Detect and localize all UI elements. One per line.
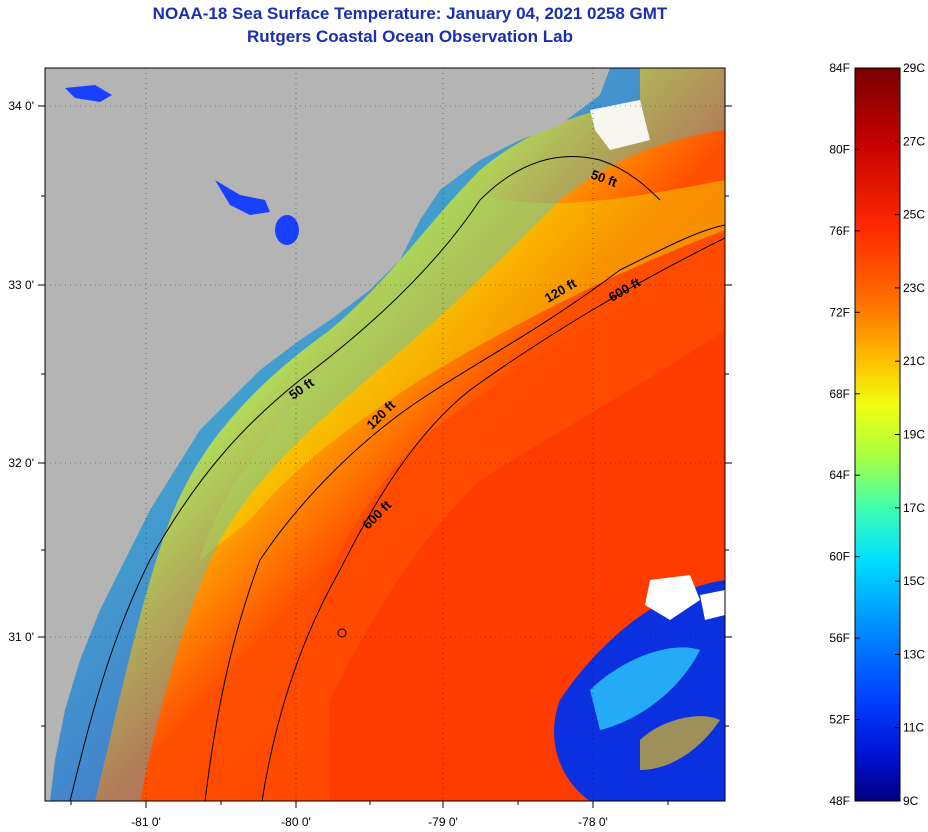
colorbar-c-label: 23C [903, 281, 925, 295]
colorbar-ticks [855, 67, 900, 802]
lat-tick-label: 32 0' [8, 456, 34, 470]
colorbar-c-label: 17C [903, 501, 925, 515]
contour-600ft [261, 237, 725, 801]
colorbar-c-label: 11C [903, 721, 924, 735]
colorbar-f-label: 60F [829, 550, 850, 564]
colorbar-c-label: 9C [903, 794, 919, 808]
lat-tick-label: 33 0' [8, 278, 34, 292]
colorbar-c-label: 19C [903, 428, 925, 442]
colorbar-f-label: 84F [829, 61, 850, 75]
lon-tick-label: -81 0' [131, 815, 161, 829]
colorbar-c-label: 25C [903, 208, 925, 222]
inland-lake [215, 180, 270, 215]
colorbar-c-label: 29C [903, 61, 925, 75]
colorbar-f-label: 72F [829, 305, 850, 319]
axis-ticks [38, 105, 732, 808]
colorbar-f-label: 48F [829, 794, 850, 808]
map-frame [44, 67, 726, 802]
lat-tick-label: 34 0' [8, 99, 34, 113]
colorbar-c-label: 27C [903, 134, 925, 148]
lon-tick-label: -78 0' [578, 815, 608, 829]
colorbar-f-label: 52F [829, 713, 850, 727]
colorbar-f-label: 80F [829, 142, 850, 156]
colorbar-f-label: 68F [829, 387, 850, 401]
cloud-mask [645, 575, 700, 620]
colorbar-f-label: 76F [829, 224, 850, 238]
colorbar-c-label: 21C [903, 354, 925, 368]
colorbar-fahrenheit-labels: 84F 80F 76F 72F 68F 64F 60F 56F 52F 48F [829, 61, 850, 808]
lat-tick-label: 31 0' [8, 630, 34, 644]
lon-tick-label: -80 0' [281, 815, 311, 829]
graticule [45, 68, 725, 801]
map-subtitle: Rutgers Coastal Ocean Observation Lab [247, 27, 573, 46]
lon-tick-label: -79 0' [428, 815, 458, 829]
colorbar-celsius-labels: 29C 27C 25C 23C 21C 19C 17C 15C 13C 11C 9C [903, 61, 925, 808]
colorbar-f-label: 64F [829, 468, 850, 482]
contour-120ft [204, 224, 725, 801]
colorbar [854, 67, 901, 802]
colorbar-c-label: 13C [903, 647, 925, 661]
contour-50ft [69, 155, 661, 801]
map-title: NOAA-18 Sea Surface Temperature: January… [152, 4, 668, 23]
land-mass [45, 68, 610, 801]
colorbar-f-label: 56F [829, 631, 850, 645]
colorbar-c-label: 15C [903, 574, 925, 588]
